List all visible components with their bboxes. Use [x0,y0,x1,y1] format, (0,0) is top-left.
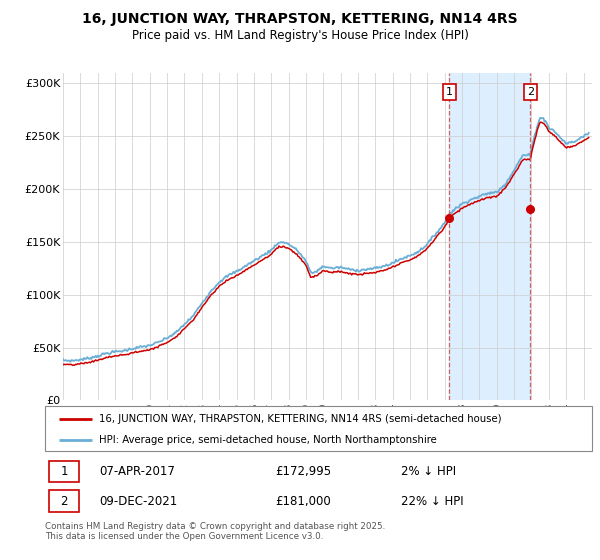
Text: 2: 2 [61,494,68,508]
Text: 07-APR-2017: 07-APR-2017 [100,465,176,478]
Text: 1: 1 [61,465,68,478]
Bar [449,73,530,400]
Text: £181,000: £181,000 [275,494,331,508]
Text: £172,995: £172,995 [275,465,331,478]
FancyBboxPatch shape [45,406,592,451]
FancyBboxPatch shape [49,461,79,482]
Text: 1: 1 [446,87,453,97]
Text: 16, JUNCTION WAY, THRAPSTON, KETTERING, NN14 4RS: 16, JUNCTION WAY, THRAPSTON, KETTERING, … [82,12,518,26]
Text: Contains HM Land Registry data © Crown copyright and database right 2025.
This d: Contains HM Land Registry data © Crown c… [45,522,385,542]
Text: 22% ↓ HPI: 22% ↓ HPI [401,494,463,508]
Text: Price paid vs. HM Land Registry's House Price Index (HPI): Price paid vs. HM Land Registry's House … [131,29,469,42]
Text: HPI: Average price, semi-detached house, North Northamptonshire: HPI: Average price, semi-detached house,… [98,435,436,445]
Text: 09-DEC-2021: 09-DEC-2021 [100,494,178,508]
Text: 16, JUNCTION WAY, THRAPSTON, KETTERING, NN14 4RS (semi-detached house): 16, JUNCTION WAY, THRAPSTON, KETTERING, … [98,413,501,423]
Text: 2% ↓ HPI: 2% ↓ HPI [401,465,456,478]
FancyBboxPatch shape [49,491,79,512]
Text: 2: 2 [527,87,534,97]
